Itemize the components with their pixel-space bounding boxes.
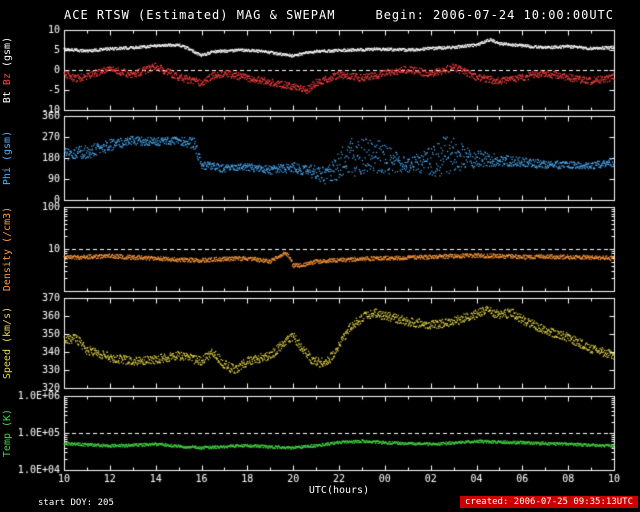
begin-timestamp: Begin: 2006-07-24 10:00:00UTC: [375, 8, 614, 22]
start-doy-label: start DOY: 205: [38, 498, 114, 508]
page-title: ACE RTSW (Estimated) MAG & SWEPAM: [64, 8, 336, 22]
gsm-unit-label: (gsm): [2, 36, 13, 68]
y-axis-label-temp: Temp (K): [0, 353, 16, 512]
x-axis-title: UTC(hours): [308, 485, 370, 496]
temp-label: Temp (K): [2, 408, 13, 458]
created-badge: created: 2006-07-25 09:35:13UTC: [460, 496, 638, 508]
